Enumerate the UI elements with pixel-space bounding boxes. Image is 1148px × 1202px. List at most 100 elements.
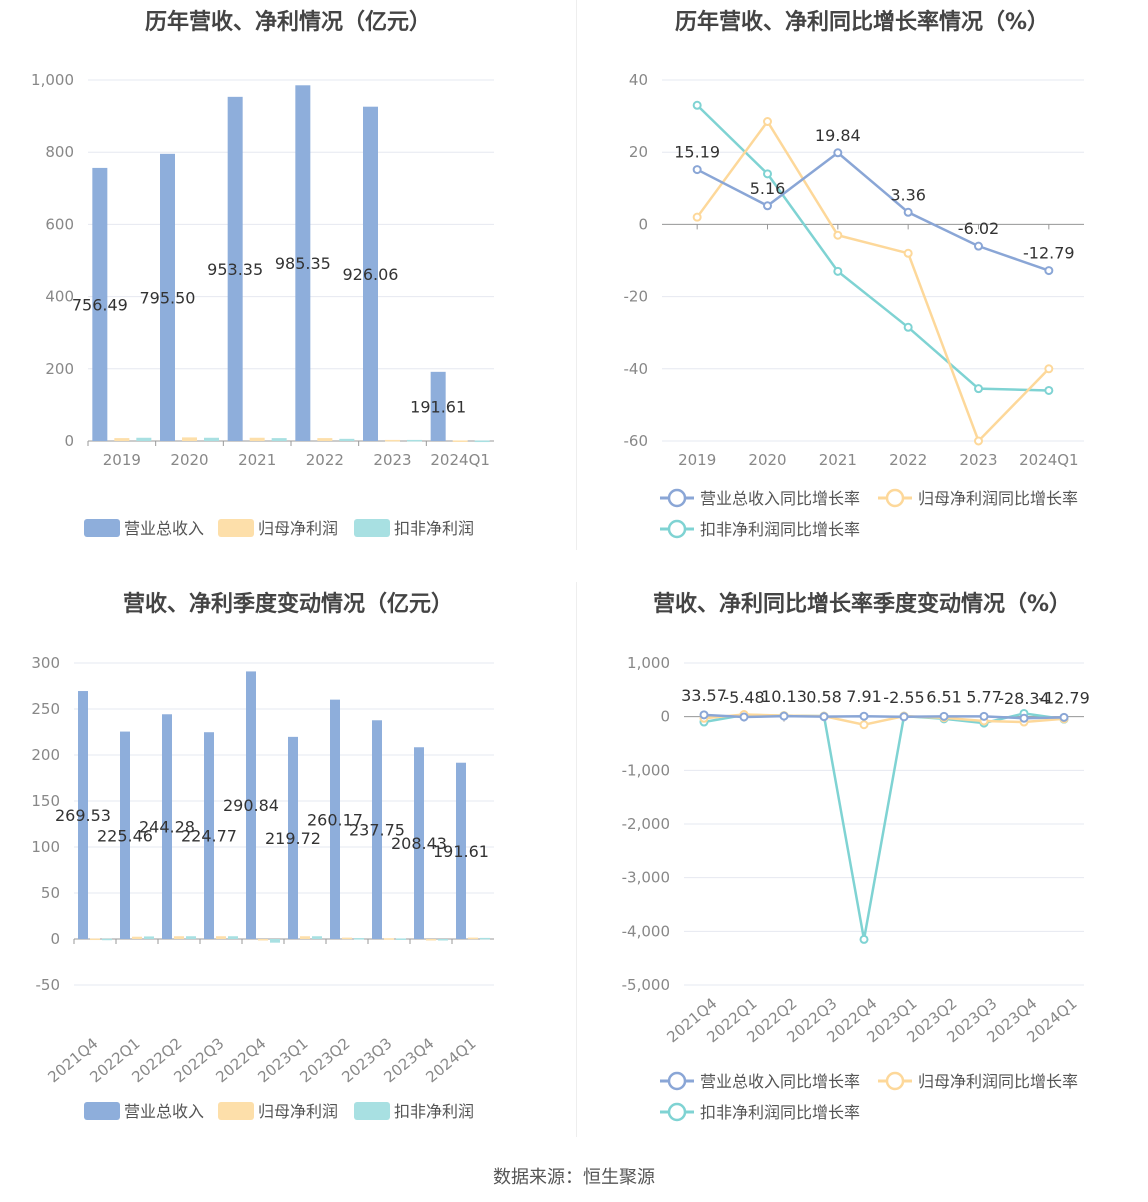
- data-point: [859, 711, 869, 721]
- data-point: [779, 711, 789, 721]
- data-point: [692, 165, 702, 175]
- legend-marker: [667, 488, 687, 508]
- panel-divider: [576, 582, 577, 1137]
- data-source: 数据来源：恒生聚源: [493, 1167, 655, 1188]
- legend-label: 扣非净利润同比增长率: [700, 1103, 860, 1122]
- data-label: 219.72: [265, 829, 321, 848]
- bar: [204, 732, 214, 939]
- data-label: 7.91: [846, 687, 882, 706]
- y-tick-label: 150: [31, 792, 60, 810]
- bar: [384, 938, 394, 940]
- legend-label: 归母净利润同比增长率: [918, 489, 1078, 508]
- data-label: 224.77: [181, 827, 237, 846]
- y-tick-label: 300: [31, 654, 60, 672]
- data-label: 244.28: [139, 818, 195, 837]
- bar: [114, 438, 130, 441]
- x-tick-label: 2023: [373, 451, 411, 469]
- x-tick-label: 2021: [819, 451, 857, 469]
- data-point: [763, 117, 772, 127]
- data-point: [763, 201, 772, 211]
- data-label: 269.53: [55, 806, 111, 825]
- legend-label: 营业总收入: [124, 1102, 204, 1121]
- data-label: -12.79: [1038, 688, 1090, 707]
- y-tick-label: -50: [36, 976, 61, 994]
- y-tick-label: -3,000: [622, 869, 670, 887]
- data-label: 5.16: [750, 179, 786, 198]
- data-point: [739, 712, 749, 722]
- data-label: 33.57: [681, 686, 727, 705]
- data-point: [939, 711, 949, 721]
- data-label: 6.51: [926, 687, 962, 706]
- chart-title: 历年营收、净利情况（亿元）: [144, 10, 431, 35]
- data-label: 290.84: [223, 796, 279, 815]
- legend-swatch: [218, 1102, 254, 1120]
- bar: [162, 714, 172, 939]
- y-tick-label: -4,000: [622, 922, 670, 940]
- data-label: 10.13: [761, 687, 807, 706]
- x-tick-label: 2021: [238, 451, 276, 469]
- data-point: [1044, 364, 1054, 374]
- y-tick-label: 400: [45, 288, 74, 306]
- y-tick-label: -2,000: [622, 815, 670, 833]
- y-tick-label: 200: [45, 360, 74, 378]
- legend-label: 营业总收入同比增长率: [700, 489, 860, 508]
- y-tick-label: 600: [45, 215, 74, 233]
- bar: [270, 939, 280, 943]
- data-label: 225.46: [97, 826, 153, 845]
- y-tick-label: 200: [31, 746, 60, 764]
- data-label: 953.35: [207, 260, 263, 279]
- chart-title: 营收、净利同比增长率季度变动情况（%）: [652, 592, 1072, 617]
- data-label: -5.48: [723, 688, 764, 707]
- data-point: [819, 712, 829, 722]
- data-point: [974, 436, 983, 446]
- y-tick-label: -40: [624, 360, 649, 378]
- bar: [330, 699, 340, 939]
- data-point: [833, 230, 843, 240]
- data-label: 208.43: [391, 834, 447, 853]
- data-label: 926.06: [343, 265, 399, 284]
- bar: [317, 438, 333, 441]
- bar: [182, 437, 197, 441]
- bar: [160, 153, 175, 441]
- legend-label: 归母净利润: [258, 1102, 338, 1121]
- bar: [452, 440, 468, 442]
- legend-label: 归母净利润同比增长率: [918, 1072, 1078, 1091]
- y-tick-label: 0: [660, 708, 670, 726]
- bar: [144, 936, 154, 939]
- data-point: [979, 711, 989, 721]
- bar: [228, 936, 238, 939]
- legend-swatch: [218, 519, 254, 537]
- bar: [354, 938, 364, 940]
- data-label: 0.58: [806, 688, 842, 707]
- legend-marker: [667, 519, 687, 539]
- data-point: [903, 248, 913, 258]
- data-label: -28.34: [998, 689, 1050, 708]
- data-label: -6.02: [958, 219, 999, 238]
- legend-marker: [667, 1102, 687, 1122]
- x-tick-label: 2019: [678, 451, 716, 469]
- series-line: [696, 119, 1050, 444]
- bar: [474, 440, 490, 443]
- y-tick-label: 1,000: [627, 654, 670, 672]
- y-tick-label: 250: [31, 700, 60, 718]
- legend-label: 扣非净利润同比增长率: [700, 520, 860, 539]
- bar: [300, 936, 310, 939]
- y-tick-label: 20: [629, 143, 648, 161]
- x-tick-label: 2022: [306, 451, 344, 469]
- panel-divider: [576, 0, 577, 550]
- annual-line-panel: 历年营收、净利同比增长率情况（%） -60 -40 -20 0 20 40 2019 2020…: [576, 0, 1148, 560]
- x-tick-label: 2020: [170, 451, 208, 469]
- y-tick-label: -60: [624, 432, 649, 450]
- y-tick-label: 100: [31, 838, 60, 856]
- x-tick-label: 2024Q1: [430, 451, 490, 469]
- y-tick-label: -5,000: [622, 976, 670, 994]
- bar: [385, 439, 400, 442]
- data-label: 19.84: [815, 126, 861, 145]
- data-label: 191.61: [433, 842, 489, 861]
- data-label: 3.36: [890, 185, 926, 204]
- bar: [363, 106, 378, 442]
- bar: [216, 936, 226, 939]
- data-point: [833, 266, 843, 276]
- y-tick-label: 50: [41, 884, 60, 902]
- data-label: 985.35: [275, 254, 331, 273]
